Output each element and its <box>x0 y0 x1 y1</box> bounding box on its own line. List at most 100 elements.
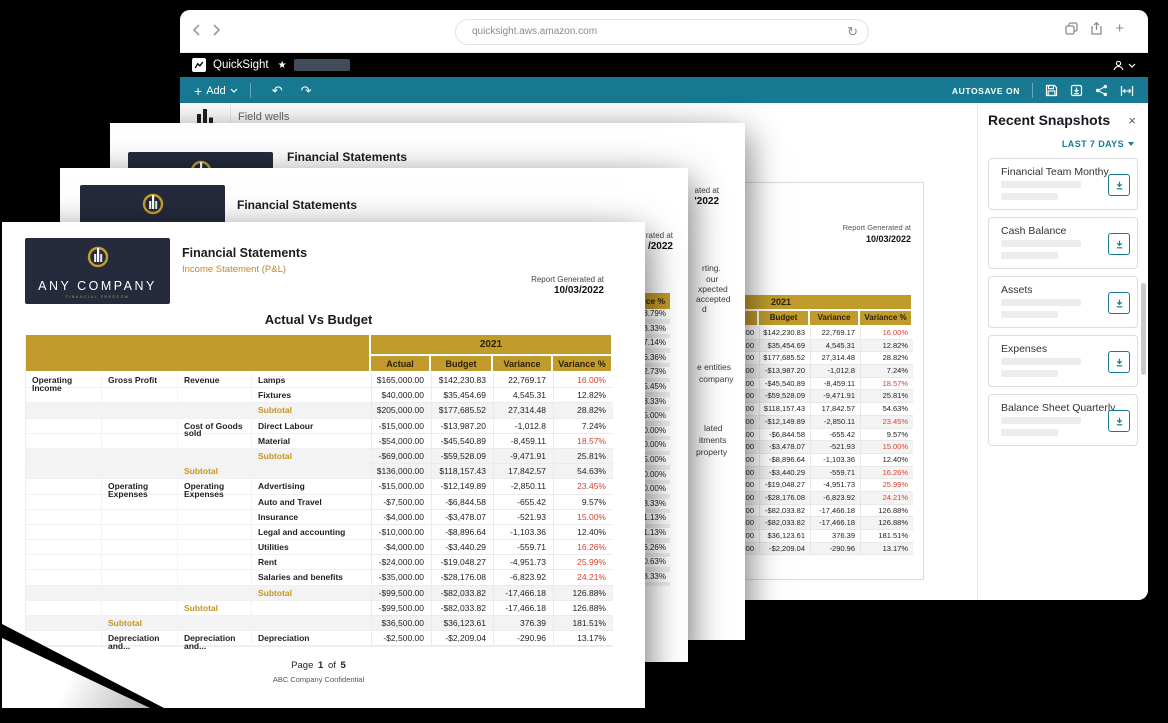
undo-icon[interactable]: ↶ <box>271 83 283 98</box>
panel-scrollbar[interactable] <box>1141 283 1146 375</box>
redo-icon[interactable]: ↷ <box>300 83 312 98</box>
analysis-name-placeholder <box>293 59 350 71</box>
snapshot-meta-placeholder <box>1001 311 1058 318</box>
snapshot-card[interactable]: Expenses <box>988 335 1138 387</box>
fit-width-icon[interactable] <box>1120 85 1134 97</box>
canvas-report-generated: Report Generated at 10/03/2022 <box>842 223 911 244</box>
company-emblem-icon <box>140 190 166 216</box>
recent-snapshots-panel: Recent Snapshots × LAST 7 DAYS Financial… <box>977 103 1148 600</box>
back-doc-report-generated: ated at '2022 <box>694 186 719 207</box>
snapshot-download-button[interactable] <box>1108 174 1130 196</box>
export-icon[interactable] <box>1070 84 1083 97</box>
company-emblem-icon <box>85 243 111 269</box>
share-icon[interactable] <box>1095 84 1108 97</box>
paragraph-fragment: xpected <box>698 284 728 294</box>
download-icon <box>1116 240 1122 248</box>
snapshot-card[interactable]: Balance Sheet Quarterly <box>988 394 1138 446</box>
browser-back-icon[interactable] <box>192 23 208 39</box>
back-doc-title: Financial Statements <box>287 150 408 164</box>
snapshot-meta-placeholder <box>1001 240 1081 247</box>
user-menu-caret-icon[interactable] <box>1128 63 1136 68</box>
middle-doc-title: Financial Statements <box>237 198 358 212</box>
add-label: Add <box>206 84 226 97</box>
chevron-down-icon <box>1128 142 1134 146</box>
pnl-pivot-table: 2021 Actual Budget Variance Variance % Operat… <box>25 335 613 650</box>
snapshot-meta-placeholder <box>1001 299 1081 306</box>
middle-doc-report-generated: rated at /2022 <box>645 231 673 252</box>
user-account-icon[interactable] <box>1113 60 1124 71</box>
plus-icon: + <box>194 82 203 99</box>
snapshot-meta-placeholder <box>1001 193 1058 200</box>
snapshot-card[interactable]: Financial Team Monthy <box>988 158 1138 210</box>
toolbar-divider <box>1032 83 1033 98</box>
front-document: ANY COMPANY FINANCIAL FREEDOM Financial … <box>2 222 645 708</box>
confidential-note: ABC Company Confidential <box>272 675 365 684</box>
company-logo: ANY COMPANY FINANCIAL FREEDOM <box>25 238 170 304</box>
close-icon[interactable]: × <box>1128 112 1136 128</box>
new-tab-icon[interactable]: + <box>1115 20 1124 37</box>
snapshot-meta-placeholder <box>1001 429 1058 436</box>
save-icon[interactable] <box>1045 84 1058 97</box>
field-wells-label: Field wells <box>238 111 290 123</box>
tabs-icon[interactable] <box>1065 22 1078 35</box>
paragraph-fragment: company <box>699 374 734 384</box>
snapshot-meta-placeholder <box>1001 370 1058 377</box>
browser-chrome: quicksight.aws.amazon.com ↻ + <box>180 10 1148 53</box>
url-text: quicksight.aws.amazon.com <box>472 26 598 37</box>
snapshots-panel-title: Recent Snapshots <box>988 112 1111 128</box>
quicksight-logo-icon <box>192 58 206 72</box>
snapshots-filter-dropdown[interactable]: LAST 7 DAYS <box>978 128 1148 158</box>
snapshot-title: Cash Balance <box>1001 225 1067 237</box>
download-icon <box>1116 417 1122 425</box>
download-icon <box>1116 181 1122 189</box>
quicksight-app-bar: QuickSight ★ <box>180 53 1148 77</box>
document-title: Financial Statements <box>182 246 308 260</box>
snapshot-meta-placeholder <box>1001 358 1081 365</box>
report-generated-label: Report Generated at <box>531 275 604 284</box>
report-generated: Report Generated at 10/03/2022 <box>531 275 604 296</box>
table-title: Actual Vs Budget <box>264 312 373 327</box>
snapshot-title: Expenses <box>1001 343 1048 355</box>
snapshot-meta-placeholder <box>1001 252 1058 259</box>
autosave-status[interactable]: AUTOSAVE ON <box>951 85 1020 96</box>
favorite-star-icon[interactable]: ★ <box>277 59 287 71</box>
snapshot-download-button[interactable] <box>1108 233 1130 255</box>
snapshot-card[interactable]: Cash Balance <box>988 217 1138 269</box>
brand-name: QuickSight <box>213 59 269 71</box>
paragraph-fragment: d <box>702 304 707 314</box>
share-page-icon[interactable] <box>1090 22 1103 35</box>
paragraph-fragment: e entities <box>697 362 732 372</box>
snapshot-meta-placeholder <box>1001 417 1081 424</box>
company-tagline: FINANCIAL FREEDOM <box>65 295 130 299</box>
download-icon <box>1116 299 1122 307</box>
visual-type-bar-chart-icon[interactable] <box>196 107 215 127</box>
paragraph-fragment: lated <box>704 423 723 433</box>
snapshot-title: Financial Team Monthy <box>1001 166 1109 178</box>
snapshot-meta-placeholder <box>1001 181 1081 188</box>
paragraph-fragment: property <box>696 447 728 457</box>
paragraph-fragment: our <box>706 274 719 284</box>
document-subtitle: Income Statement (P&L) <box>182 264 287 275</box>
snapshot-title: Balance Sheet Quarterly <box>1001 402 1116 414</box>
snapshot-title: Assets <box>1001 284 1033 296</box>
snapshot-download-button[interactable] <box>1108 351 1130 373</box>
add-button[interactable]: + Add <box>194 84 238 98</box>
page-indicator: Page 1 of 5 <box>291 660 346 671</box>
download-icon <box>1116 358 1122 366</box>
address-bar[interactable]: quicksight.aws.amazon.com ↻ <box>455 19 869 45</box>
paragraph-fragment: itments <box>699 435 727 445</box>
snapshot-download-button[interactable] <box>1108 410 1130 432</box>
report-date: 10/03/2022 <box>553 285 604 296</box>
snapshots-filter-label: LAST 7 DAYS <box>1061 139 1124 149</box>
reload-icon[interactable]: ↻ <box>847 24 858 39</box>
paragraph-fragment: rting. <box>702 263 721 273</box>
edit-toolbar: + Add ↶ ↷ AUTOSAVE ON <box>180 77 1148 104</box>
browser-forward-icon[interactable] <box>212 23 228 39</box>
toolbar-divider <box>249 83 251 98</box>
paragraph-fragment: accepted <box>696 294 731 304</box>
snapshot-download-button[interactable] <box>1108 292 1130 314</box>
snapshot-card[interactable]: Assets <box>988 276 1138 328</box>
rail-divider <box>230 103 231 132</box>
company-name: ANY COMPANY <box>38 279 157 293</box>
